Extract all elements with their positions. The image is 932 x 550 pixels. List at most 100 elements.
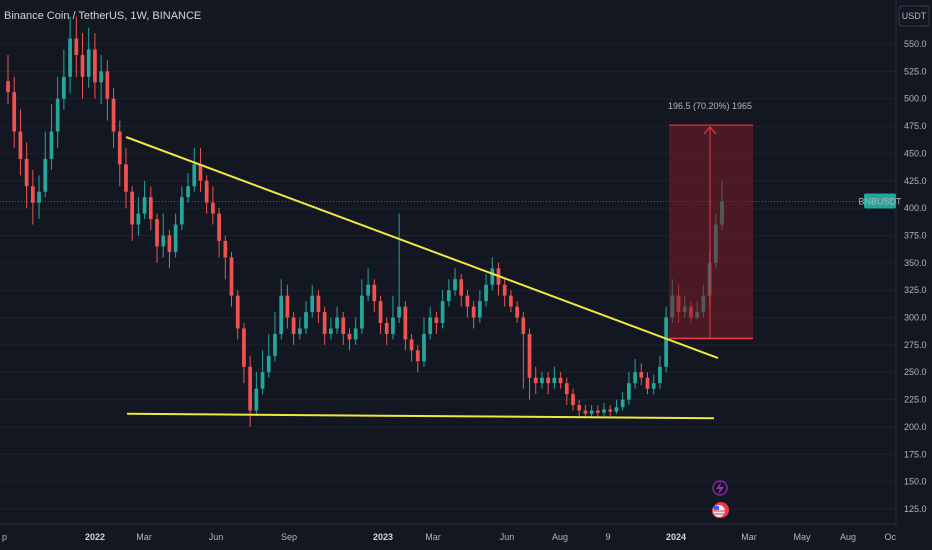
time-tick-label: 2022: [85, 532, 105, 542]
time-tick-label: Aug: [840, 532, 856, 542]
candle-body: [192, 164, 197, 187]
candle-body: [12, 92, 17, 132]
candle-body: [117, 131, 122, 165]
candle-body: [446, 290, 451, 302]
candle-body: [179, 197, 184, 225]
candle-body: [453, 279, 457, 291]
candle-body: [589, 410, 594, 414]
candle-body: [68, 38, 72, 77]
candle-body: [148, 197, 153, 220]
candle-body: [527, 333, 532, 378]
candle-body: [577, 405, 582, 411]
candle-body: [266, 355, 271, 373]
price-range-measure[interactable]: 196.5 (70.20%) 1965: [668, 101, 753, 340]
candle-body: [304, 312, 308, 329]
candle-body: [633, 372, 637, 384]
candle-body: [49, 131, 54, 159]
time-tick-label: Jun: [500, 532, 515, 542]
event-icons[interactable]: [712, 480, 730, 518]
candle-body: [614, 407, 619, 412]
candle-body: [384, 323, 389, 334]
candle-body: [546, 377, 551, 384]
candle-body: [74, 38, 79, 55]
time-tick-label: Mar: [425, 532, 441, 542]
price-ticks: 125.0 150.0 175.0 200.0 225.0 250.0 275.0 300.0…: [904, 39, 927, 514]
candle-body: [260, 372, 265, 389]
measure-arrowhead: [703, 126, 717, 135]
candle-body: [217, 213, 221, 241]
time-axis[interactable]: p 2022 Mar Jun Sep 2023 Mar Jun Aug 9 2024 Mar May Au…: [0, 523, 896, 550]
measure-label: 196.5 (70.20%) 1965: [668, 101, 752, 111]
candle-body: [310, 295, 315, 313]
candle-body: [341, 317, 346, 334]
candle-body: [428, 317, 433, 334]
price-tick-label: 525.0: [904, 66, 927, 76]
candle-body: [608, 409, 613, 412]
price-tick-label: 150.0: [904, 477, 927, 487]
price-tick-label: 300.0: [904, 313, 927, 323]
currency-text: USDT: [902, 11, 927, 21]
candle-body: [316, 295, 321, 313]
price-tick-label: 200.0: [904, 422, 927, 432]
candle-body: [595, 410, 600, 413]
price-tick-label: 350.0: [904, 258, 927, 268]
candle-body: [279, 295, 284, 334]
time-tick-label: 2024: [666, 532, 686, 542]
candle-body: [105, 71, 110, 99]
candle-body: [602, 409, 606, 413]
candle-body: [328, 328, 333, 334]
candle-body: [639, 372, 644, 378]
price-tick-label: 125.0: [904, 504, 927, 514]
candle-body: [142, 197, 147, 214]
candle-body: [211, 202, 215, 214]
candle-body: [322, 312, 327, 334]
candle-body: [86, 49, 91, 77]
measure-box[interactable]: [669, 124, 753, 339]
time-tick-label: May: [793, 532, 811, 542]
time-tick-label: Aug: [552, 532, 568, 542]
trendlines[interactable]: [125, 136, 719, 420]
candle-body: [391, 317, 395, 334]
candle-body: [30, 186, 35, 203]
candle-body: [37, 191, 41, 203]
candle-body: [471, 306, 476, 318]
candle-body: [229, 257, 234, 296]
lightning-icon[interactable]: [712, 480, 728, 496]
candle-body: [465, 295, 470, 307]
candle-body: [477, 301, 482, 318]
time-axis-background: [0, 524, 896, 550]
ticker-tag-text: BNBUSDT: [858, 197, 902, 207]
candle-body: [297, 328, 302, 334]
candle-body: [6, 81, 10, 93]
candle-body: [415, 350, 420, 362]
us-flag-icon[interactable]: [712, 502, 730, 518]
candle-body: [223, 240, 228, 258]
time-tick-label: Jun: [209, 532, 224, 542]
support-trendline[interactable]: [126, 412, 715, 420]
candlestick-series: [6, 16, 724, 427]
price-axis[interactable]: 125.0 150.0 175.0 200.0 225.0 250.0 275.0 300.0…: [895, 0, 932, 550]
candle-body: [645, 377, 650, 389]
price-tick-label: 250.0: [904, 367, 927, 377]
candle-body: [409, 339, 414, 351]
candle-body: [583, 410, 588, 414]
candle-body: [552, 377, 557, 384]
candle-body: [273, 333, 277, 356]
candle-body: [167, 235, 172, 252]
candle-body: [347, 333, 352, 340]
candle-body: [335, 317, 339, 329]
descending-trendline[interactable]: [125, 136, 719, 359]
candle-body: [111, 98, 116, 132]
ticker-tag-rect: [864, 193, 896, 209]
time-tick-label: Mar: [136, 532, 152, 542]
candle-body: [533, 377, 538, 384]
grid: [0, 43, 896, 510]
candle-body: [62, 76, 66, 99]
price-tick-label: 425.0: [904, 176, 927, 186]
currency-label[interactable]: USDT: [898, 5, 930, 27]
candle-body: [397, 306, 402, 318]
candle-body: [502, 284, 507, 296]
candle-body: [422, 333, 426, 362]
candle-body: [372, 284, 377, 302]
